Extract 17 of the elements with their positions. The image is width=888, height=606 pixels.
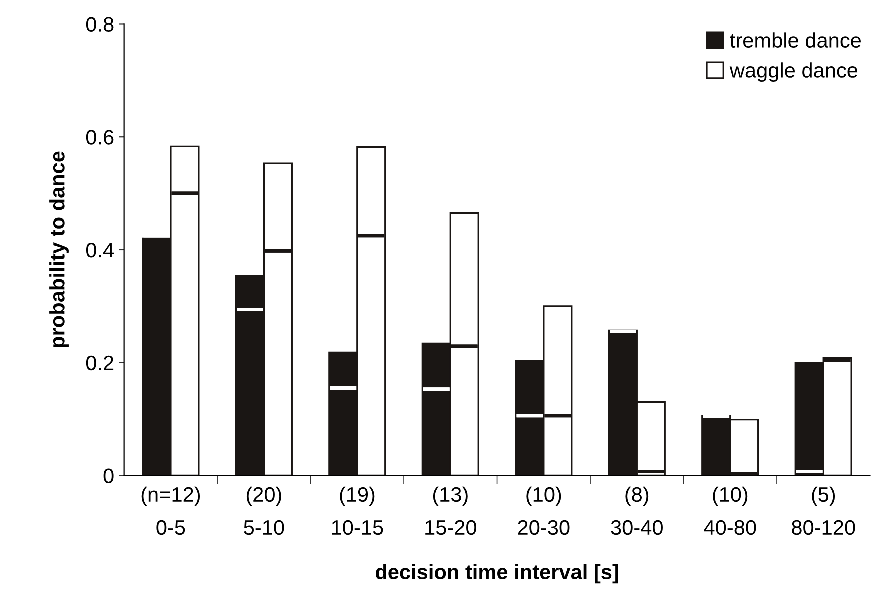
x-axis-title: decision time interval [s] [376, 564, 618, 584]
x-tick-label: (20) 5-10 [244, 486, 284, 536]
y-tick-label: 0.6 [86, 130, 114, 145]
legend-label: waggle dance [730, 62, 858, 82]
x-tick-label: (10) 20-30 [518, 486, 570, 536]
y-axis-title: probability to dance [50, 152, 69, 348]
y-tick-label: 0.2 [86, 356, 114, 371]
x-tick-label: (19) 10-15 [332, 486, 384, 536]
x-tick-label: (10) 40-80 [704, 486, 756, 536]
x-tick-label: (13) 15-20 [426, 486, 476, 536]
x-tick-label: (8) 30-40 [611, 486, 663, 536]
legend-label: tremble dance [730, 32, 861, 48]
y-tick-label: 0.4 [86, 242, 114, 258]
x-tick-label: (n=12) 0-5 [142, 486, 200, 536]
y-tick-label: 0 [104, 468, 114, 484]
x-tick-label: (5) 80-120 [792, 486, 856, 536]
y-tick-label: 0.8 [86, 17, 114, 32]
